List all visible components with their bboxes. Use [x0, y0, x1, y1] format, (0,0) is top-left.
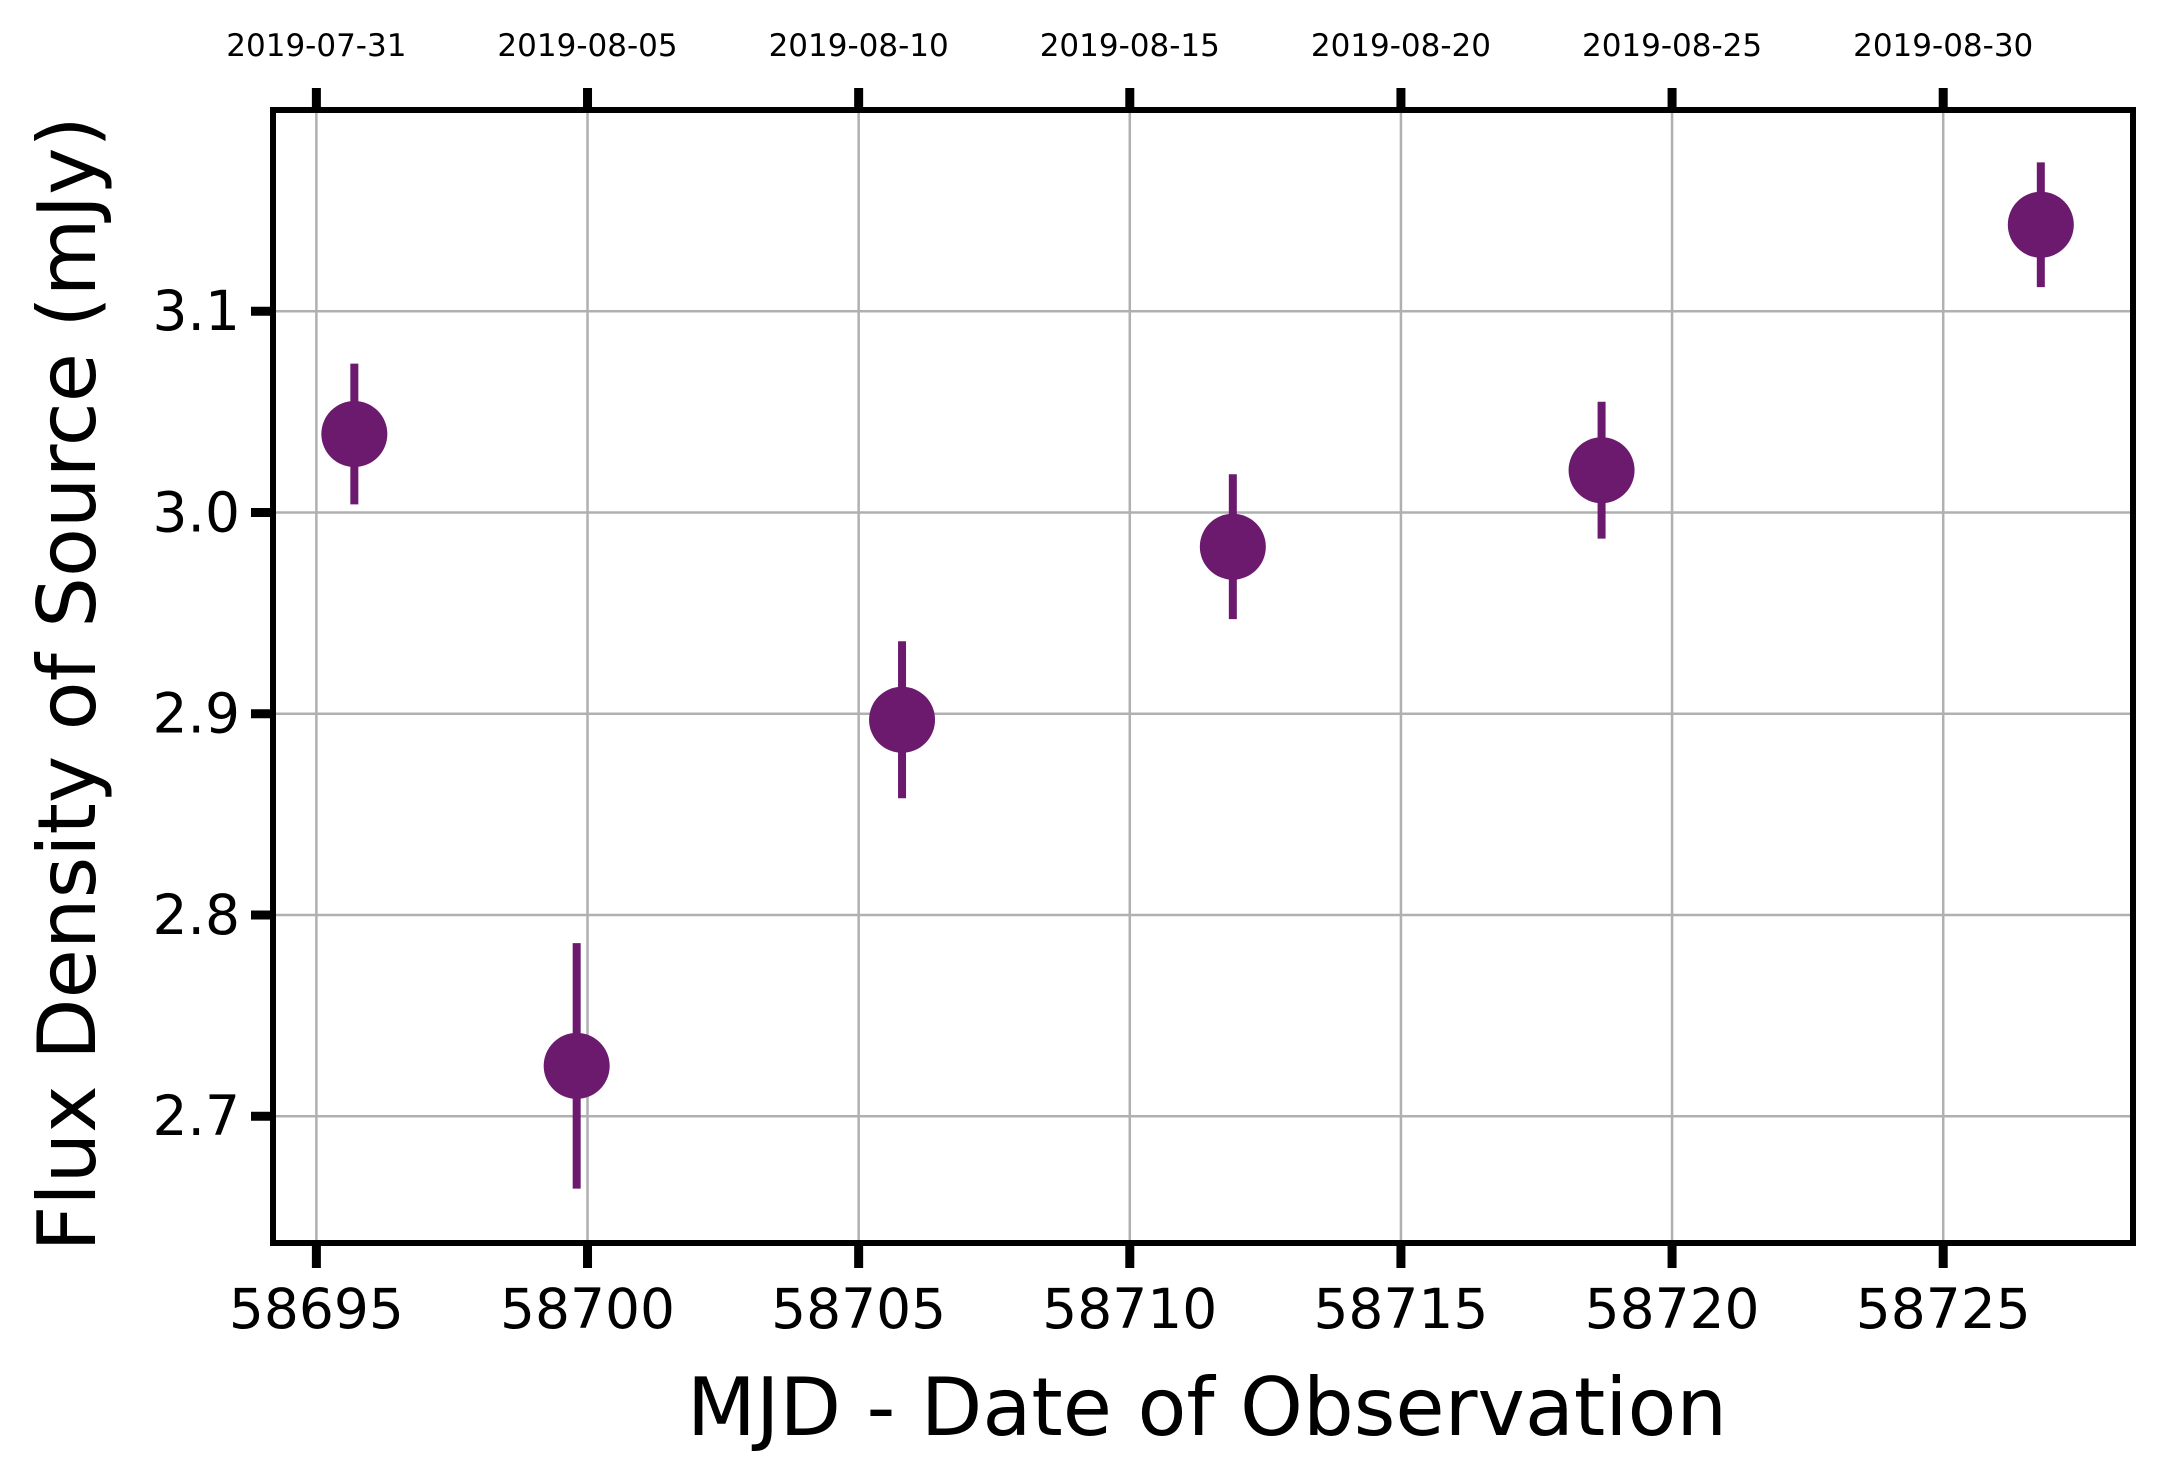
data-point: [869, 686, 936, 753]
y-tick-label: 3.1: [153, 279, 240, 343]
data-point: [321, 401, 388, 468]
plot-frame: [270, 107, 2136, 1246]
data-series: [321, 162, 2074, 1189]
axes: 58695 58700 58705 58710 58715 58720 58725 2019-…: [153, 28, 2136, 1341]
top-tick-label: 2019-08-10: [769, 28, 949, 64]
x-tick-label: 58720: [1585, 1277, 1760, 1341]
x-tick-label: 58710: [1042, 1277, 1217, 1341]
y-tick-label: 2.7: [153, 1084, 240, 1148]
y-tick-label: 3.0: [153, 480, 240, 544]
top-tick-label: 2019-08-25: [1582, 28, 1762, 64]
labels: MJD - Date of Observation Flux Density o…: [21, 116, 1727, 1454]
x-tick-label: 58725: [1856, 1277, 2031, 1341]
data-point: [1199, 513, 1266, 580]
grid: [273, 110, 2133, 1243]
x-tick-label: 58700: [500, 1277, 675, 1341]
data-point: [1568, 437, 1635, 504]
top-tick-label: 2019-08-30: [1853, 28, 2033, 64]
x-tick-label: 58705: [771, 1277, 946, 1341]
data-point: [2007, 191, 2074, 258]
y-tick-label: 2.8: [153, 883, 240, 947]
x-axis-title: MJD - Date of Observation: [687, 1361, 1727, 1454]
x-tick-label: 58695: [229, 1277, 404, 1341]
data-point: [543, 1032, 610, 1099]
x-tick-label: 58715: [1313, 1277, 1488, 1341]
y-tick-label: 2.9: [153, 682, 240, 746]
top-tick-label: 2019-07-31: [226, 28, 406, 64]
top-tick-label: 2019-08-05: [497, 28, 677, 64]
y-axis-title: Flux Density of Source (mJy): [21, 116, 114, 1251]
top-tick-label: 2019-08-20: [1311, 28, 1491, 64]
top-tick-label: 2019-08-15: [1040, 28, 1220, 64]
